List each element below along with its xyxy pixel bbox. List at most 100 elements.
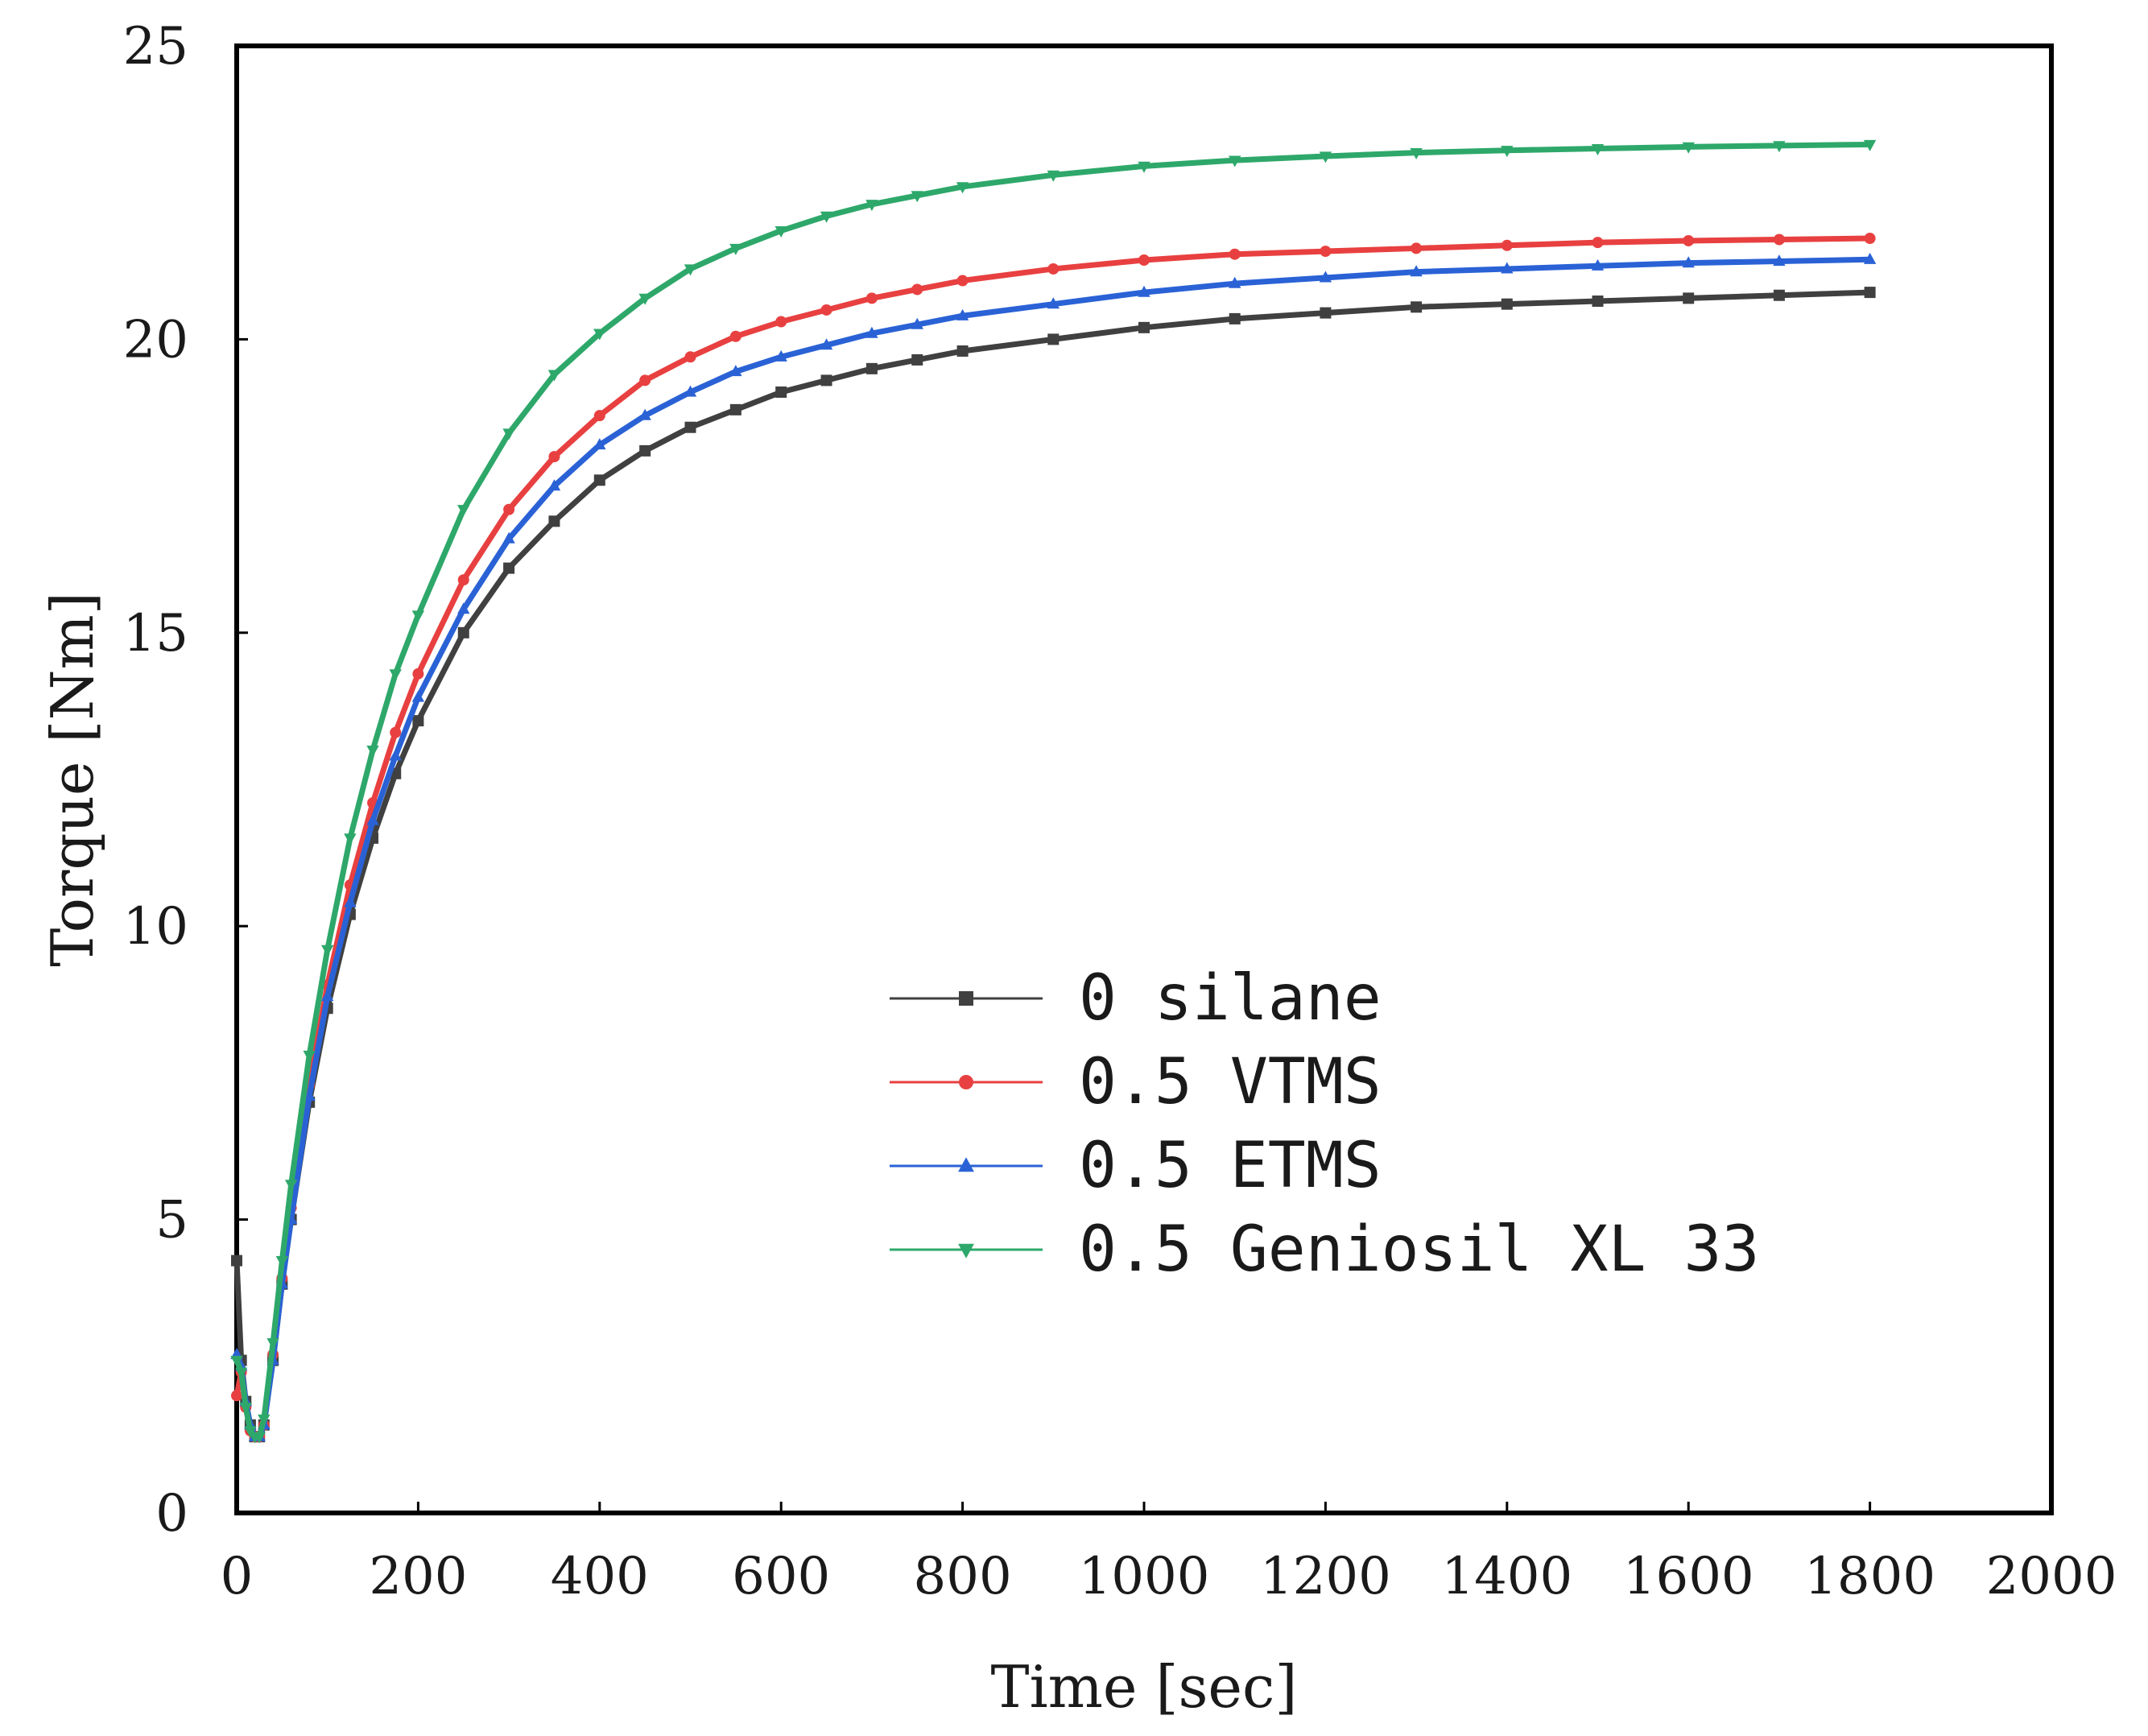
data-point [548, 515, 560, 527]
data-point [820, 211, 833, 223]
data-point [230, 1355, 243, 1367]
data-point [865, 200, 878, 212]
data-point [457, 626, 469, 639]
data-point [820, 304, 832, 316]
data-point [1501, 262, 1514, 274]
legend: 0 silane 0.5 VTMS 0.5 ETMS 0.5 Geniosil XL … [890, 962, 1759, 1286]
data-point [1411, 242, 1423, 254]
data-point [684, 385, 697, 397]
data-point [956, 308, 969, 320]
data-point [1864, 287, 1876, 299]
data-point [684, 264, 697, 276]
data-point [457, 574, 469, 586]
data-point [1591, 258, 1605, 271]
data-point [1138, 321, 1150, 333]
x-tick-label: 1600 [1623, 1547, 1754, 1606]
legend-swatch-marker [959, 1075, 973, 1089]
data-point [502, 428, 515, 440]
data-point [244, 1426, 257, 1438]
data-point [638, 293, 651, 305]
data-point [1501, 298, 1513, 310]
data-point [1864, 233, 1876, 245]
x-tick-label: 800 [914, 1547, 1012, 1606]
data-point [911, 317, 923, 329]
data-point [1047, 170, 1060, 182]
data-point [865, 292, 878, 304]
x-tick-label: 1000 [1079, 1547, 1210, 1606]
data-point [344, 833, 357, 845]
data-point [1682, 142, 1695, 154]
y-axis-title: Torque [Nm] [39, 592, 106, 967]
data-point [1863, 252, 1877, 264]
x-tick-label: 200 [369, 1547, 467, 1606]
series-layer [230, 139, 1877, 1444]
legend-label: 0.5 ETMS [1079, 1130, 1382, 1202]
data-point [1410, 265, 1423, 277]
data-point [231, 1390, 242, 1402]
data-point [366, 745, 379, 757]
data-point [1319, 151, 1332, 163]
data-point [303, 1089, 316, 1102]
x-tick-label: 600 [732, 1547, 830, 1606]
x-tick-label: 1400 [1441, 1547, 1572, 1606]
data-point [258, 1414, 271, 1426]
data-point [239, 1403, 252, 1415]
data-point [1320, 307, 1332, 319]
plot-frame [234, 43, 2054, 1515]
data-point [1138, 254, 1150, 267]
data-point [1501, 146, 1514, 158]
data-point [502, 531, 515, 544]
data-point [1682, 256, 1695, 268]
data-point [820, 338, 833, 350]
data-point [865, 362, 878, 374]
data-point [865, 326, 878, 338]
data-point [303, 1050, 316, 1062]
series-3 [230, 139, 1877, 1444]
legend-item: 0.5 Geniosil XL 33 [890, 1213, 1759, 1286]
data-point [390, 726, 402, 738]
data-point [684, 351, 696, 363]
data-point [253, 1432, 266, 1444]
legend-label: 0 silane [1079, 962, 1382, 1035]
data-point [503, 562, 515, 574]
data-point [775, 386, 787, 398]
data-point [593, 438, 606, 450]
data-point [1229, 155, 1241, 167]
data-point [911, 283, 923, 296]
data-point [503, 503, 515, 515]
data-point [593, 329, 606, 341]
legend-swatch-marker [958, 1243, 974, 1259]
data-point [593, 410, 605, 422]
data-point [1683, 234, 1695, 246]
data-point [1319, 271, 1332, 283]
legend-item: 0.5 VTMS [890, 1046, 1382, 1118]
y-tick-label: 10 [123, 897, 188, 957]
y-tick-label: 5 [155, 1191, 188, 1250]
data-point [1138, 161, 1150, 173]
y-tick-label: 0 [155, 1484, 188, 1544]
data-point [639, 444, 651, 457]
data-point [1592, 296, 1604, 308]
x-tick-label: 1800 [1804, 1547, 1935, 1606]
data-point [729, 365, 742, 377]
data-point [366, 813, 379, 825]
x-axis-title: Time [sec] [991, 1653, 1298, 1721]
legend-label: 0.5 Geniosil XL 33 [1079, 1213, 1759, 1286]
data-point [234, 1367, 248, 1379]
data-point [911, 353, 923, 366]
data-point [1229, 312, 1241, 324]
data-point [547, 479, 561, 491]
y-tick-label: 20 [123, 310, 188, 370]
data-point [284, 1180, 298, 1192]
legend-label: 0.5 VTMS [1079, 1046, 1382, 1118]
y-tick-label: 15 [123, 604, 188, 663]
data-point [729, 403, 741, 415]
data-point [1411, 301, 1423, 313]
data-point [1773, 141, 1786, 153]
x-tick-label: 400 [551, 1547, 649, 1606]
data-point [1773, 289, 1785, 301]
data-point [1229, 248, 1241, 260]
x-tick-label: 1200 [1260, 1547, 1391, 1606]
data-point [1047, 262, 1060, 275]
